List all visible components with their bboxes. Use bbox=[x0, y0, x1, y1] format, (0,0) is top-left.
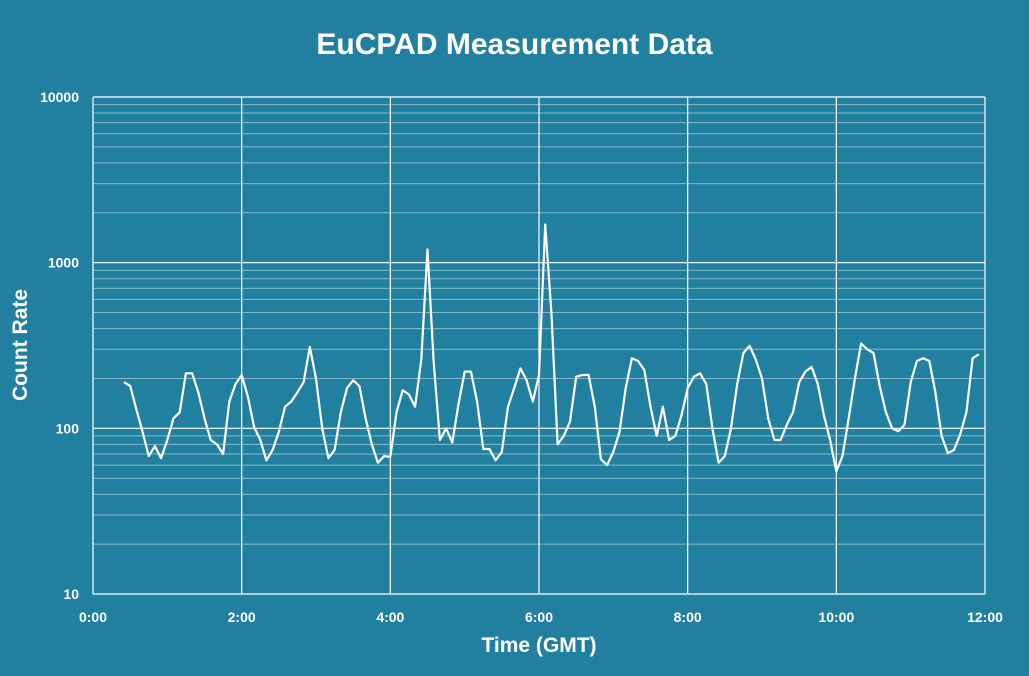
x-tick-label: 2:00 bbox=[228, 609, 256, 625]
major-gridlines bbox=[92, 96, 986, 595]
x-tick-label: 8:00 bbox=[674, 609, 702, 625]
x-tick-label: 10:00 bbox=[818, 609, 854, 625]
x-axis-tick-labels: 0:00 2:00 4:00 6:00 8:00 10:00 12:00 bbox=[79, 609, 1003, 625]
series-layer bbox=[123, 223, 980, 473]
y-tick-label: 10000 bbox=[40, 89, 79, 105]
x-axis-title: Time (GMT) bbox=[481, 634, 596, 657]
y-axis-tick-labels: 10 100 1000 10000 bbox=[40, 89, 79, 602]
x-tick-label: 0:00 bbox=[79, 609, 107, 625]
y-tick-label: 1000 bbox=[48, 255, 79, 271]
chart-title: EuCPAD Measurement Data bbox=[316, 28, 713, 61]
x-tick-label: 4:00 bbox=[376, 609, 404, 625]
y-tick-label: 10 bbox=[63, 586, 79, 602]
x-tick-label: 12:00 bbox=[967, 609, 1003, 625]
y-tick-label: 100 bbox=[56, 420, 80, 436]
series-line-0 bbox=[123, 223, 980, 473]
y-axis-title: Count Rate bbox=[9, 289, 32, 401]
x-tick-label: 6:00 bbox=[525, 609, 553, 625]
